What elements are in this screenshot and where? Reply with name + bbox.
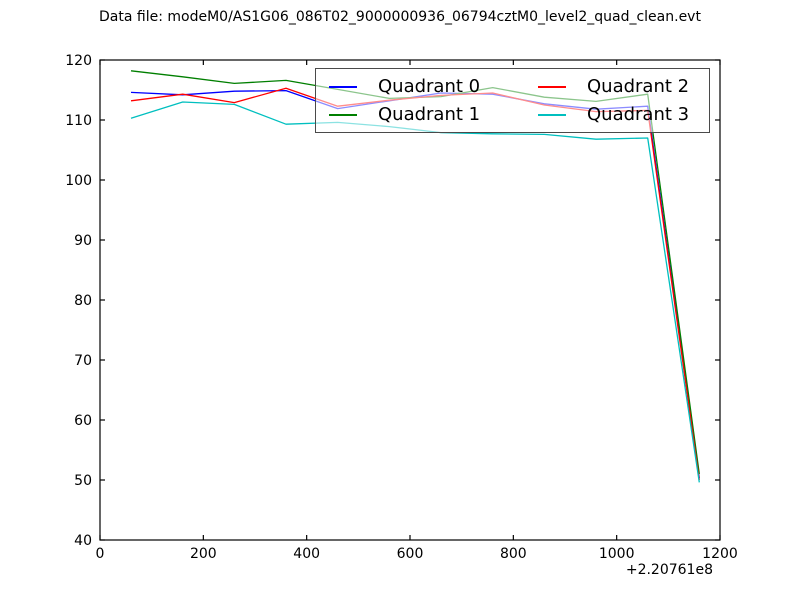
series-line-quadrant-2 [130, 87, 700, 481]
x-tick-label: 1200 [702, 546, 738, 562]
y-tick-label: 100 [65, 173, 92, 189]
legend-line-swatch-quadrant-2 [538, 85, 566, 88]
legend-label: Quadrant 3 [587, 103, 690, 125]
legend-entry-quadrant-1: Quadrant 1 [329, 104, 538, 126]
y-tick-label: 50 [74, 473, 92, 489]
y-tick-label: 80 [74, 293, 92, 309]
series-line-quadrant-0 [130, 89, 700, 479]
legend-line-swatch-quadrant-1 [329, 113, 357, 116]
legend-entry-quadrant-3: Quadrant 3 [538, 104, 709, 126]
legend: Quadrant 0 Quadrant 2 Quadrant 1 Quadran… [315, 68, 710, 133]
x-tick-label: 400 [293, 546, 320, 562]
y-tick-label: 70 [74, 353, 92, 369]
x-tick-label: 1000 [599, 546, 635, 562]
legend-entry-quadrant-2: Quadrant 2 [538, 76, 709, 98]
x-axis-offset-label: +2.20761e8 [625, 562, 713, 578]
x-tick-label: 0 [96, 546, 105, 562]
y-tick-label: 90 [74, 233, 92, 249]
legend-entry-quadrant-0: Quadrant 0 [329, 76, 538, 98]
y-tick-label: 60 [74, 413, 92, 429]
legend-label: Quadrant 1 [378, 103, 481, 125]
legend-label: Quadrant 2 [587, 75, 690, 97]
y-tick-label: 110 [65, 113, 92, 129]
legend-line-swatch-quadrant-0 [329, 85, 357, 88]
y-tick-label: 40 [74, 533, 92, 549]
chart-title: Data file: modeM0/AS1G06_086T02_90000009… [99, 9, 701, 25]
x-tick-label: 800 [500, 546, 527, 562]
legend-line-swatch-quadrant-3 [538, 113, 566, 116]
y-tick-label: 120 [65, 53, 92, 69]
x-tick-label: 200 [190, 546, 217, 562]
legend-label: Quadrant 0 [378, 75, 481, 97]
x-tick-label: 600 [397, 546, 424, 562]
series-line-quadrant-3 [130, 101, 700, 483]
